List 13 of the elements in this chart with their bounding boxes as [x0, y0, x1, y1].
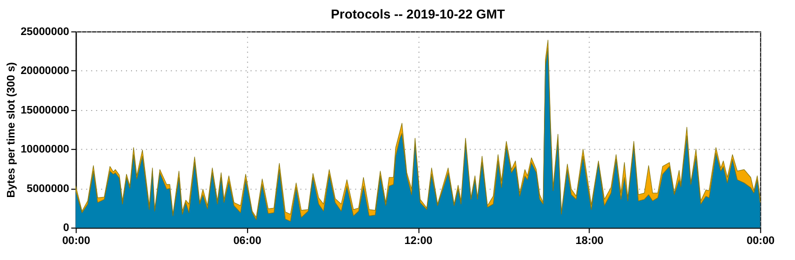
y-tick-label: 0 [63, 222, 70, 234]
y-tick-label: 20000000 [20, 65, 70, 78]
x-tick-label: 06:00 [233, 235, 262, 248]
x-tick-label: 18:00 [576, 235, 604, 248]
y-tick-label: 25000000 [20, 26, 70, 38]
x-tick-label: 00:00 [62, 235, 90, 248]
y-tick-label: 5000000 [26, 182, 70, 195]
y-tick-label: 10000000 [20, 144, 70, 156]
y-tick-label: 15000000 [20, 104, 70, 116]
x-tick-label: 12:00 [404, 235, 432, 248]
y-axis-title: Bytes per time slot (300 s) [6, 62, 18, 198]
x-tick-label: 00:00 [746, 235, 775, 248]
chart-title: Protocols -- 2019-10-22 GMT [330, 6, 506, 22]
